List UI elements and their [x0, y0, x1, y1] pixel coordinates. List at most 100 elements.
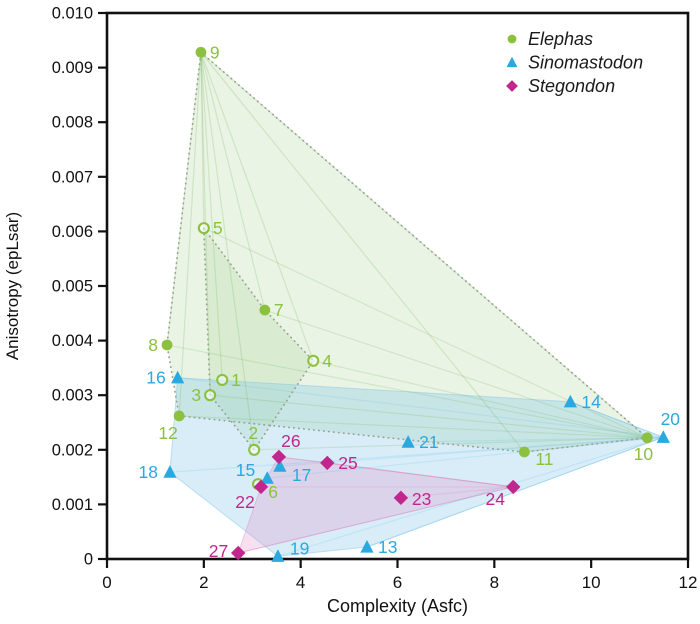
point-label-3: 3 — [191, 385, 201, 405]
elephas-fan-9-line — [200, 51, 525, 453]
point-label-7: 7 — [274, 300, 284, 320]
elephas-fan-9-line — [200, 52, 255, 450]
data-point-9-elephas — [195, 46, 207, 58]
x-tick-label: 8 — [490, 573, 499, 592]
x-tick-label: 4 — [296, 573, 305, 592]
x-tick-label: 6 — [393, 573, 402, 592]
point-label-20: 20 — [661, 409, 681, 429]
point-label-6: 6 — [268, 482, 278, 502]
data-point-7-elephas — [259, 304, 271, 316]
data-point-25-stegondon — [320, 455, 335, 471]
data-point-3-elephas — [204, 389, 217, 402]
point-label-11: 11 — [535, 449, 553, 469]
stegondon-fan-24-line — [400, 486, 514, 499]
stegondon-fan-24-line — [278, 456, 514, 488]
point-label-16: 16 — [146, 368, 165, 388]
y-tick-label: 0.006 — [52, 223, 93, 241]
point-label-22: 22 — [235, 492, 254, 512]
elephas-outer-hull-fill — [167, 52, 648, 453]
point-label-27: 27 — [209, 541, 228, 561]
data-point-20-sinomastodon — [656, 430, 670, 443]
sinomastodon-fan-20-line — [177, 377, 664, 438]
elephas-fan-9-line — [200, 52, 266, 311]
sinomastodon-fan-20-line — [169, 436, 664, 473]
point-label-10: 10 — [634, 444, 654, 464]
elephas-fan-10-line — [179, 415, 648, 439]
y-tick-label: 0.007 — [52, 168, 93, 186]
elephas-fan-10-line — [264, 309, 648, 439]
y-tick-label: 0.003 — [52, 387, 93, 405]
data-point-27-stegondon — [231, 545, 246, 561]
elephas-inner-hull-outline — [202, 225, 315, 452]
y-tick-label: 0.001 — [52, 496, 93, 514]
sinomastodon-fan-20-line — [570, 401, 664, 438]
y-tick-label: 0 — [84, 551, 93, 569]
sinomastodon-fan-20-line — [408, 436, 664, 443]
sinomastodon-fan-20-line — [279, 436, 664, 467]
point-label-21: 21 — [419, 432, 438, 452]
data-point-26-stegondon — [271, 449, 287, 465]
data-point-10-elephas — [641, 432, 653, 444]
elephas-fan-10-line — [210, 394, 648, 439]
stegondon-fan-24-line — [238, 486, 514, 554]
point-label-9: 9 — [210, 42, 220, 62]
elephas-fan-10-line — [166, 344, 648, 439]
data-point-22-stegondon — [253, 479, 269, 495]
point-label-1: 1 — [231, 370, 241, 390]
x-tick-label: 12 — [679, 573, 698, 592]
data-point-18-sinomastodon — [163, 465, 177, 478]
elephas-fan-10-line — [313, 360, 648, 439]
elephas-inner-hull-fill — [203, 228, 314, 450]
legend-marker-elephas — [507, 34, 517, 44]
point-label-18: 18 — [138, 462, 157, 482]
point-label-17: 17 — [292, 465, 311, 485]
elephas-fan-9-line — [200, 52, 223, 380]
data-point-16-sinomastodon — [171, 370, 185, 384]
y-axis-title: Anisotropy (epLsar) — [3, 212, 22, 360]
point-label-26: 26 — [281, 431, 300, 451]
stegondon-fan-24-line — [327, 462, 514, 488]
data-point-4-elephas — [307, 354, 320, 367]
point-label-13: 13 — [378, 537, 397, 557]
point-label-14: 14 — [581, 392, 601, 412]
y-tick-label: 0.009 — [52, 59, 93, 77]
point-label-23: 23 — [412, 489, 431, 509]
point-label-4: 4 — [322, 351, 332, 371]
legend-label-sinomastodon: Sinomastodon — [528, 53, 643, 73]
sinomastodon-fan-20-line — [277, 436, 664, 557]
data-point-5-elephas — [197, 222, 210, 235]
data-point-13-sinomastodon — [360, 539, 374, 553]
data-point-23-stegondon — [393, 490, 409, 506]
point-label-12: 12 — [158, 423, 177, 443]
data-point-2-elephas — [248, 443, 261, 456]
data-point-1-elephas — [216, 373, 229, 386]
data-point-14-sinomastodon — [563, 394, 577, 408]
elephas-fan-9-line — [200, 52, 205, 229]
y-tick-label: 0.005 — [52, 278, 93, 296]
data-point-12-elephas — [173, 410, 185, 422]
data-point-24-stegondon — [506, 479, 521, 495]
elephas-fan-9-line — [200, 52, 314, 362]
point-label-24: 24 — [485, 489, 505, 509]
legend-marker-stegondon — [506, 80, 518, 92]
point-label-8: 8 — [148, 335, 158, 355]
point-label-25: 25 — [338, 453, 357, 473]
x-tick-label: 0 — [102, 573, 111, 592]
x-tick-label: 2 — [199, 573, 208, 592]
data-point-8-elephas — [161, 339, 173, 351]
elephas-fan-9-line — [178, 52, 202, 416]
data-point-19-sinomastodon — [271, 549, 285, 562]
legend-label-elephas: Elephas — [528, 29, 593, 49]
y-tick-label: 0.008 — [52, 114, 93, 132]
point-label-5: 5 — [213, 218, 223, 238]
y-tick-label: 0.004 — [52, 332, 93, 350]
data-point-21-sinomastodon — [401, 435, 415, 448]
y-tick-label: 0.002 — [52, 441, 93, 459]
x-tick-label: 10 — [582, 573, 601, 592]
point-label-2: 2 — [248, 423, 258, 443]
data-point-17-sinomastodon — [273, 459, 287, 472]
data-point-11-elephas — [518, 446, 530, 458]
legend-label-stegondon: Stegondon — [528, 76, 615, 96]
elephas-fan-10-line — [254, 437, 648, 451]
